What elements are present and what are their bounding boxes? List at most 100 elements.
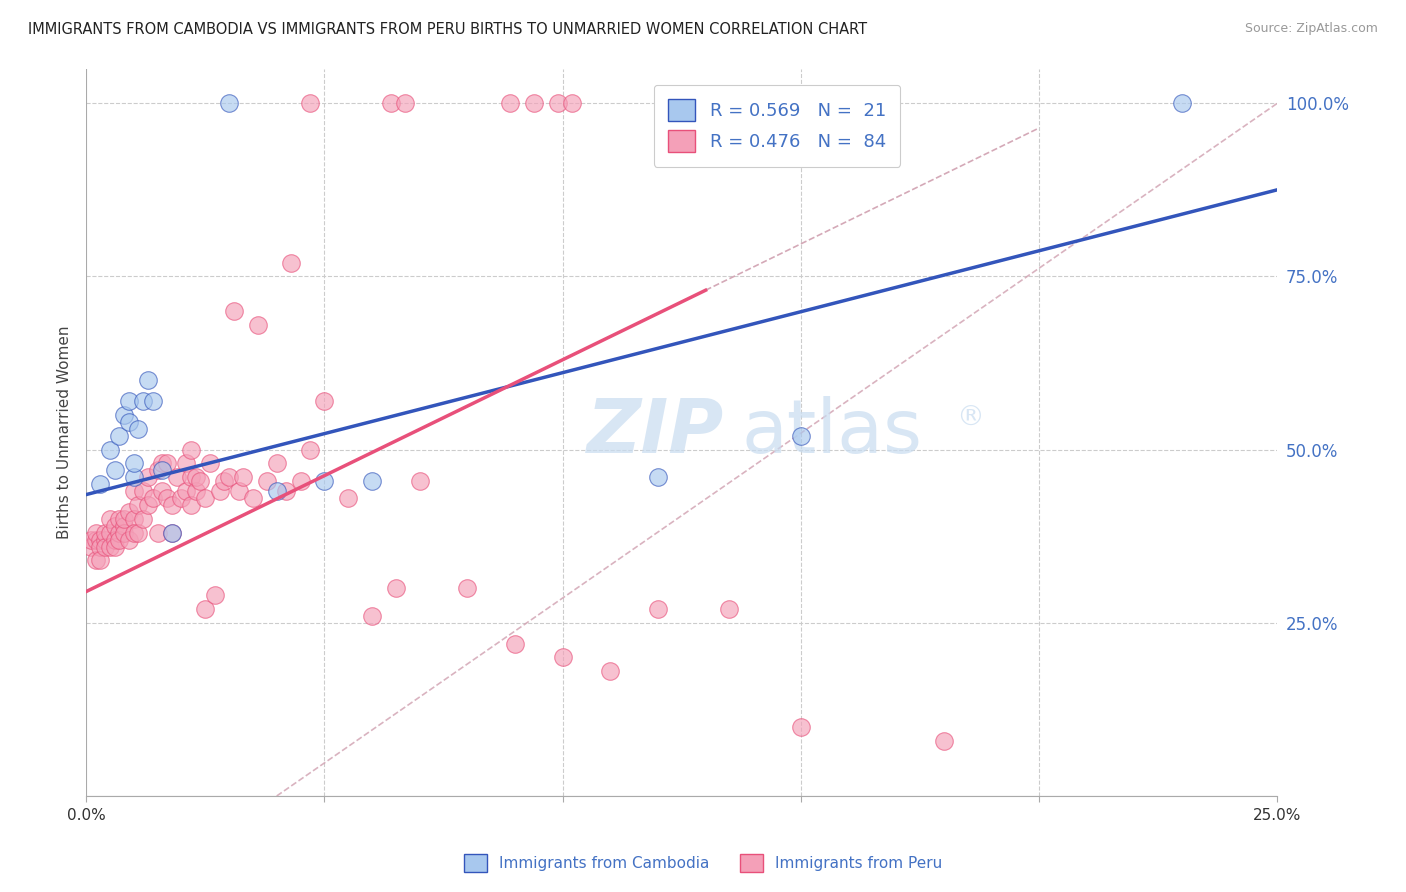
Point xyxy=(180,470,202,484)
Point xyxy=(718,602,741,616)
Point xyxy=(561,96,583,111)
Point xyxy=(184,484,207,499)
Point xyxy=(98,442,121,457)
Point xyxy=(174,457,197,471)
Point xyxy=(94,525,117,540)
Point xyxy=(104,463,127,477)
Point xyxy=(523,96,546,111)
Point xyxy=(246,318,269,332)
Point xyxy=(599,665,621,679)
Legend: R = 0.569   N =  21, R = 0.476   N =  84: R = 0.569 N = 21, R = 0.476 N = 84 xyxy=(654,85,900,167)
Point xyxy=(118,505,141,519)
Point xyxy=(194,491,217,505)
Point xyxy=(503,636,526,650)
Point xyxy=(256,474,278,488)
Point xyxy=(150,457,173,471)
Point xyxy=(108,525,131,540)
Point xyxy=(104,540,127,554)
Point xyxy=(166,470,188,484)
Point xyxy=(385,581,408,595)
Point xyxy=(84,553,107,567)
Point xyxy=(112,518,135,533)
Point xyxy=(146,525,169,540)
Point xyxy=(276,484,298,499)
Point xyxy=(190,474,212,488)
Point xyxy=(150,484,173,499)
Point xyxy=(142,394,165,409)
Point xyxy=(314,474,336,488)
Point xyxy=(108,512,131,526)
Point xyxy=(160,498,183,512)
Point xyxy=(132,512,155,526)
Point xyxy=(790,720,813,734)
Point xyxy=(118,533,141,547)
Point xyxy=(146,463,169,477)
Point xyxy=(160,525,183,540)
Point xyxy=(299,96,322,111)
Point xyxy=(160,525,183,540)
Point xyxy=(84,525,107,540)
Point xyxy=(647,602,669,616)
Point xyxy=(174,484,197,499)
Point xyxy=(89,540,111,554)
Point xyxy=(551,650,574,665)
Point xyxy=(280,255,302,269)
Point xyxy=(98,540,121,554)
Point xyxy=(118,394,141,409)
Point xyxy=(184,470,207,484)
Point xyxy=(214,474,236,488)
Point xyxy=(89,477,111,491)
Point xyxy=(122,470,145,484)
Point xyxy=(194,602,217,616)
Text: ZIP: ZIP xyxy=(586,396,724,469)
Point xyxy=(208,484,231,499)
Point xyxy=(198,457,221,471)
Point xyxy=(136,470,159,484)
Point xyxy=(89,553,111,567)
Point xyxy=(380,96,402,111)
Point xyxy=(122,457,145,471)
Point xyxy=(222,304,245,318)
Point xyxy=(80,540,103,554)
Point xyxy=(128,498,150,512)
Point xyxy=(228,484,250,499)
Point xyxy=(108,533,131,547)
Point xyxy=(299,442,322,457)
Point xyxy=(156,457,179,471)
Point xyxy=(266,484,288,499)
Point xyxy=(218,470,240,484)
Point xyxy=(112,408,135,422)
Point xyxy=(394,96,416,111)
Point xyxy=(136,498,159,512)
Point xyxy=(122,525,145,540)
Point xyxy=(290,474,312,488)
Point xyxy=(232,470,254,484)
Point xyxy=(128,422,150,436)
Text: atlas: atlas xyxy=(741,396,922,469)
Legend: Immigrants from Cambodia, Immigrants from Peru: Immigrants from Cambodia, Immigrants fro… xyxy=(456,846,950,880)
Point xyxy=(456,581,478,595)
Y-axis label: Births to Unmarried Women: Births to Unmarried Women xyxy=(58,326,72,539)
Point xyxy=(180,442,202,457)
Point xyxy=(98,512,121,526)
Point xyxy=(180,498,202,512)
Point xyxy=(1171,96,1194,111)
Point xyxy=(242,491,264,505)
Text: ®: ® xyxy=(956,404,984,432)
Point xyxy=(499,96,522,111)
Point xyxy=(104,518,127,533)
Point xyxy=(84,533,107,547)
Point xyxy=(112,512,135,526)
Text: IMMIGRANTS FROM CAMBODIA VS IMMIGRANTS FROM PERU BIRTHS TO UNMARRIED WOMEN CORRE: IMMIGRANTS FROM CAMBODIA VS IMMIGRANTS F… xyxy=(28,22,868,37)
Point xyxy=(89,533,111,547)
Point xyxy=(94,533,117,547)
Point xyxy=(142,491,165,505)
Text: Source: ZipAtlas.com: Source: ZipAtlas.com xyxy=(1244,22,1378,36)
Point xyxy=(337,491,360,505)
Point xyxy=(408,474,430,488)
Point xyxy=(122,484,145,499)
Point xyxy=(104,533,127,547)
Point xyxy=(108,428,131,442)
Point xyxy=(80,533,103,547)
Point xyxy=(98,525,121,540)
